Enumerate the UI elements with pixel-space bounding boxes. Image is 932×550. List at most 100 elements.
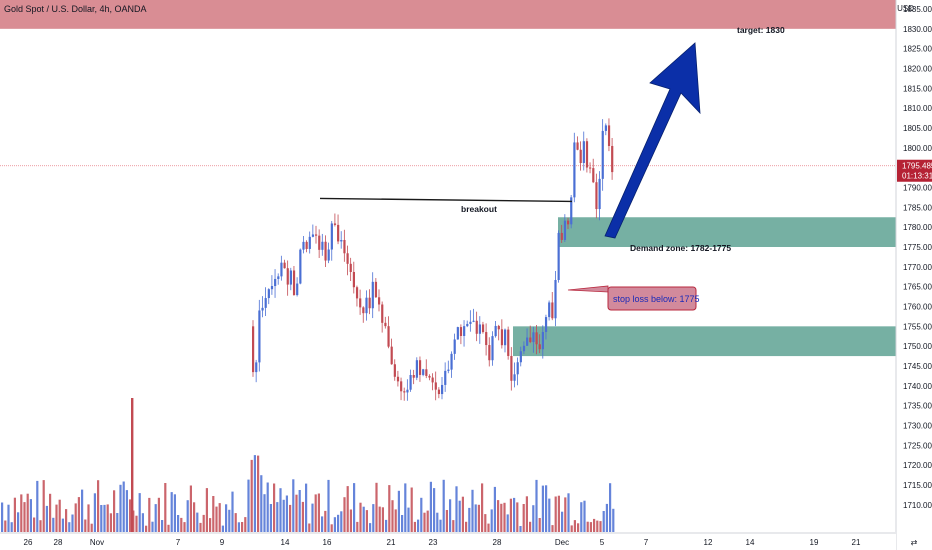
volume-bar bbox=[609, 483, 612, 532]
candle-body bbox=[270, 286, 274, 290]
candle-body bbox=[396, 376, 400, 382]
volume-bar bbox=[481, 483, 484, 532]
volume-bar bbox=[407, 507, 410, 532]
volume-bar bbox=[151, 521, 154, 532]
volume-bar bbox=[97, 480, 100, 532]
candle-body bbox=[352, 271, 355, 288]
volume-bar bbox=[468, 507, 471, 532]
volume-bar bbox=[497, 500, 500, 532]
candle-body bbox=[280, 262, 283, 277]
volume-bar bbox=[269, 504, 272, 532]
volume-bar bbox=[10, 522, 13, 532]
y-tick-label: 1710.000 bbox=[903, 501, 932, 510]
volume-bar bbox=[429, 481, 432, 532]
volume-bar bbox=[58, 499, 61, 532]
volume-bar bbox=[215, 506, 218, 532]
volume-bar bbox=[461, 496, 464, 532]
candle-body bbox=[500, 329, 504, 346]
volume-bar bbox=[554, 496, 557, 532]
volume-bar bbox=[529, 521, 532, 532]
volume-bar bbox=[561, 511, 564, 532]
stoploss-pointer bbox=[567, 285, 609, 293]
candle-body bbox=[299, 249, 302, 284]
volume-bar bbox=[237, 522, 240, 532]
candle-body bbox=[387, 326, 390, 347]
volume-bar bbox=[65, 509, 68, 532]
volume-bar bbox=[228, 509, 231, 532]
volume-bar bbox=[129, 499, 132, 532]
y-tick-label: 1835.000 bbox=[903, 5, 932, 14]
candle-body bbox=[535, 332, 538, 345]
volume-bar bbox=[567, 493, 570, 532]
candle-body bbox=[393, 364, 396, 377]
y-tick-label: 1730.000 bbox=[903, 422, 932, 431]
y-tick-label: 1770.000 bbox=[903, 263, 932, 272]
x-tick-label: 16 bbox=[323, 538, 332, 547]
volume-bar bbox=[381, 507, 384, 532]
volume-bar bbox=[375, 482, 378, 532]
candle-body bbox=[330, 223, 333, 250]
volume-bar bbox=[346, 486, 349, 532]
volume-bar bbox=[266, 482, 269, 532]
x-tick-label: 12 bbox=[704, 538, 713, 547]
volume-bar bbox=[548, 498, 551, 532]
candle-body bbox=[456, 327, 459, 340]
candle-body bbox=[409, 375, 412, 390]
volume-bar bbox=[45, 505, 48, 532]
candle-body bbox=[258, 310, 261, 363]
y-tick-label: 1775.000 bbox=[903, 243, 932, 252]
candle-body bbox=[337, 224, 340, 242]
currency-label: USD bbox=[897, 4, 914, 13]
candle-body bbox=[444, 370, 447, 385]
candle-body bbox=[431, 377, 434, 383]
time-axis-bg bbox=[0, 532, 896, 550]
volume-bar bbox=[372, 504, 375, 532]
target-label: target: 1830 bbox=[737, 25, 785, 35]
candle-body bbox=[274, 278, 277, 287]
volume-bar bbox=[116, 513, 119, 532]
candle-body bbox=[497, 325, 500, 330]
candle-body bbox=[548, 302, 551, 318]
volume-bar bbox=[311, 503, 314, 532]
volume-bar bbox=[362, 506, 365, 532]
candle-body bbox=[261, 307, 264, 311]
volume-bar bbox=[138, 493, 141, 532]
candle-body bbox=[576, 142, 579, 150]
volume-bar bbox=[580, 502, 583, 532]
candle-body bbox=[378, 297, 381, 305]
candle-body bbox=[406, 389, 409, 393]
volume-bar bbox=[244, 517, 247, 532]
volume-bar bbox=[180, 517, 183, 532]
volume-bar bbox=[221, 525, 224, 532]
volume-bar bbox=[493, 486, 496, 532]
x-tick-label: 7 bbox=[176, 538, 181, 547]
volume-bar bbox=[577, 523, 580, 532]
volume-bar bbox=[253, 455, 256, 532]
candle-body bbox=[403, 391, 406, 393]
candle-body bbox=[595, 182, 598, 210]
candle-body bbox=[585, 141, 589, 168]
y-tick-label: 1815.000 bbox=[903, 84, 932, 93]
price-tag bbox=[897, 159, 932, 182]
volume-bar bbox=[164, 483, 167, 532]
target-arrow bbox=[604, 42, 701, 239]
volume-bar bbox=[55, 504, 58, 532]
candle-body bbox=[362, 307, 365, 314]
volume-bar bbox=[52, 517, 55, 532]
candle-body bbox=[264, 298, 267, 308]
volume-bar bbox=[359, 502, 362, 532]
volume-bar bbox=[433, 488, 436, 532]
y-tick-label: 1820.000 bbox=[903, 65, 932, 74]
candle-body bbox=[491, 336, 494, 361]
volume-bar bbox=[1, 502, 4, 532]
volume-bar bbox=[125, 490, 128, 532]
volume-bar bbox=[196, 512, 199, 532]
volume-bar bbox=[106, 504, 109, 532]
candle-body bbox=[459, 327, 463, 336]
candle-body bbox=[311, 234, 315, 237]
volume-bar bbox=[263, 494, 266, 532]
candle-body bbox=[415, 360, 418, 378]
volume-bar bbox=[292, 479, 295, 532]
y-tick-label: 1745.000 bbox=[903, 362, 932, 371]
